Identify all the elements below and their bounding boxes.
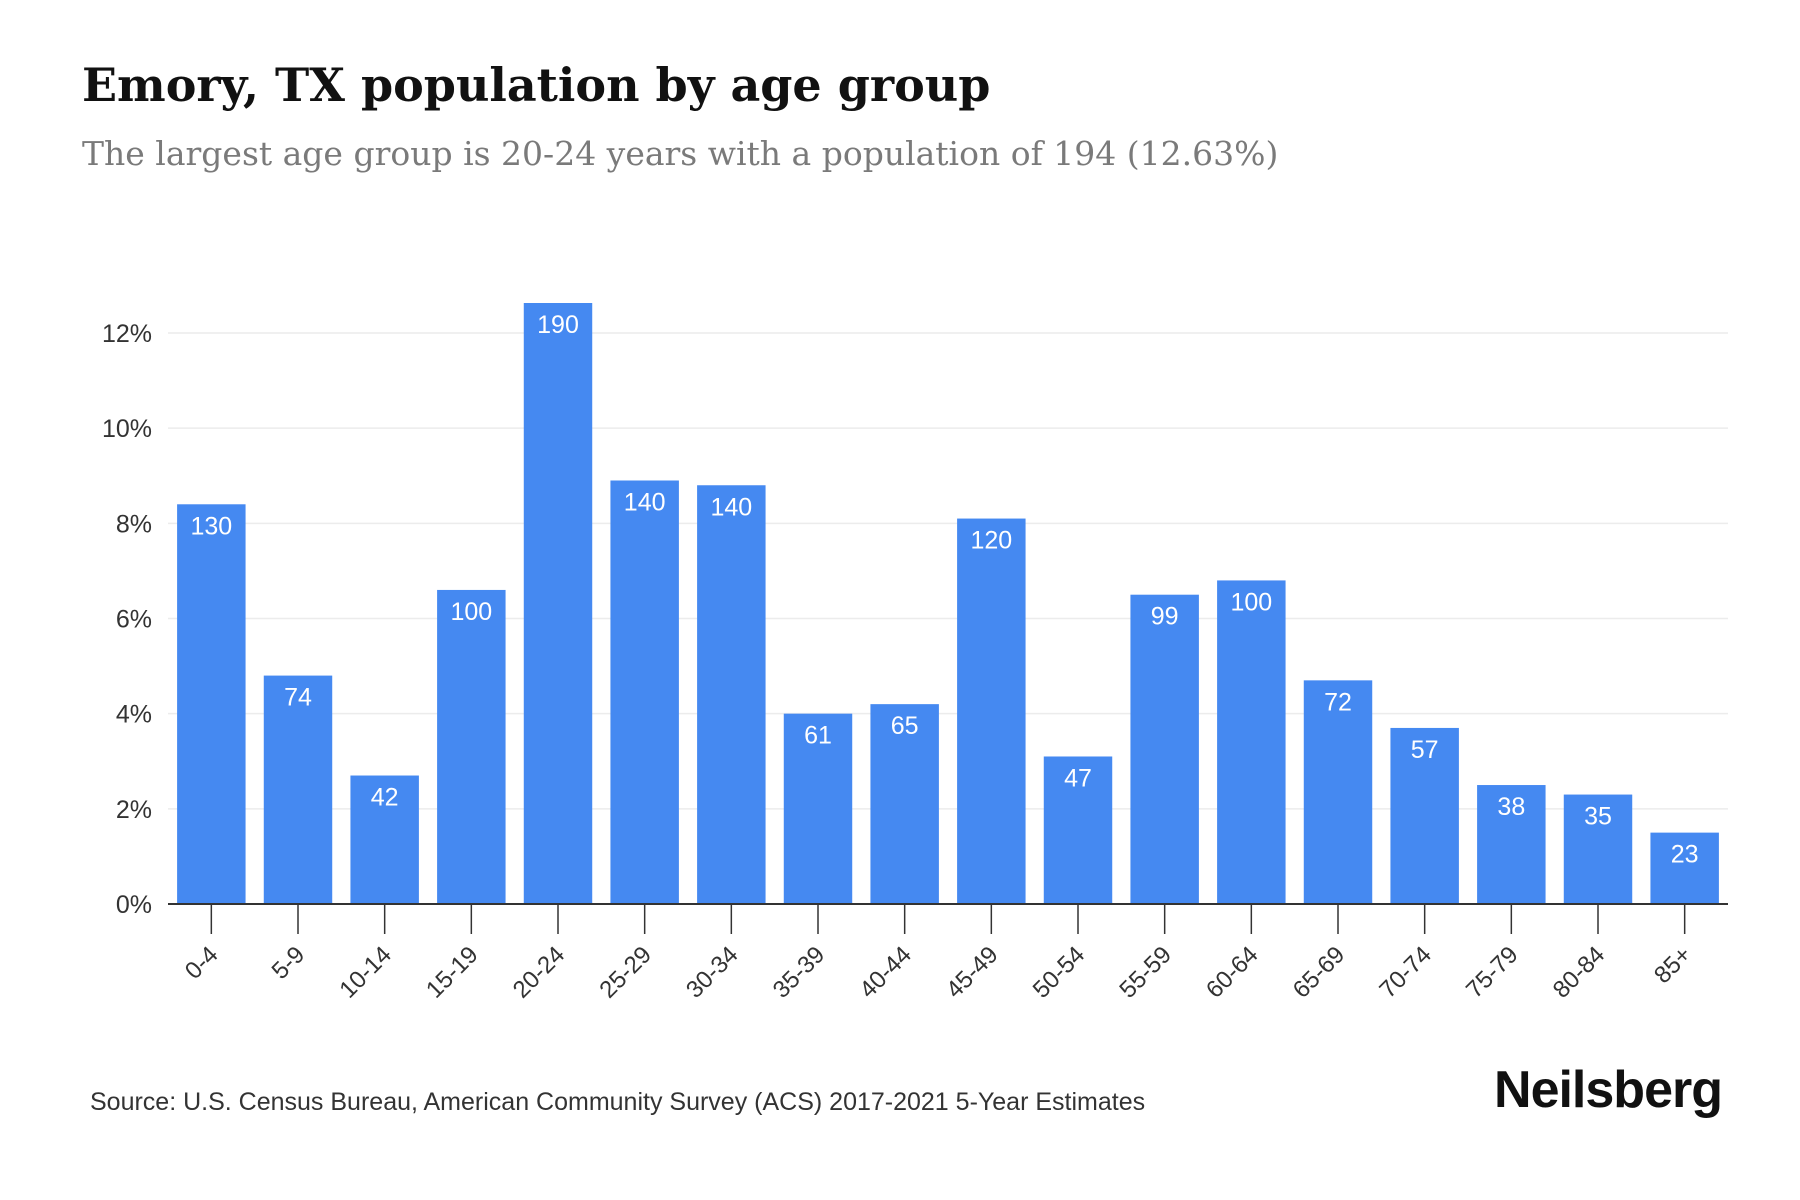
x-tick-label: 80-84 — [1548, 941, 1611, 1004]
x-tick-label: 75-79 — [1461, 941, 1524, 1004]
bar-value-label: 100 — [1230, 588, 1272, 616]
x-tick-label: 85+ — [1649, 941, 1697, 989]
bar — [523, 303, 593, 904]
y-tick-label: 10% — [102, 415, 152, 443]
y-tick-label: 8% — [116, 510, 152, 538]
bar — [1130, 594, 1199, 904]
bar — [783, 713, 853, 904]
bar — [1303, 680, 1373, 904]
source-note: Source: U.S. Census Bureau, American Com… — [90, 1088, 1146, 1116]
bar-value-label: 35 — [1584, 803, 1612, 831]
bar-value-label: 72 — [1324, 688, 1352, 716]
x-tick-label: 50-54 — [1028, 941, 1091, 1004]
bar — [1563, 794, 1633, 904]
x-tick-label: 5-9 — [267, 941, 311, 985]
chart-title: Emory, TX population by age group — [82, 58, 991, 112]
bar-value-label: 140 — [624, 488, 666, 516]
bar — [263, 675, 333, 904]
bar — [1043, 756, 1113, 904]
x-tick-label: 70-74 — [1374, 941, 1437, 1004]
x-tick-label: 0-4 — [180, 941, 224, 985]
bar — [1217, 580, 1286, 904]
bar-value-label: 100 — [450, 598, 492, 626]
x-tick-label: 15-19 — [421, 941, 484, 1004]
brand-logo: Neilsberg — [1494, 1061, 1723, 1119]
x-tick-label: 40-44 — [854, 941, 917, 1004]
bar — [437, 589, 506, 904]
bar-value-label: 130 — [190, 512, 232, 540]
x-tick-label: 65-69 — [1288, 941, 1351, 1004]
chart-subtitle: The largest age group is 20-24 years wit… — [82, 134, 1279, 173]
x-tick-label: 55-59 — [1114, 941, 1177, 1004]
bar-value-label: 190 — [537, 311, 579, 339]
bar-value-label: 74 — [284, 684, 312, 712]
x-tick-label: 25-29 — [594, 941, 657, 1004]
bar — [610, 480, 679, 904]
bar — [1477, 785, 1546, 904]
x-tick-label: 20-24 — [508, 941, 571, 1004]
y-tick-label: 12% — [102, 320, 152, 348]
x-tick-label: 35-39 — [768, 941, 831, 1004]
bar — [957, 518, 1026, 904]
bars — [177, 303, 1719, 904]
bar — [177, 504, 246, 904]
bar — [1650, 832, 1719, 904]
bar — [697, 485, 766, 904]
y-tick-label: 6% — [116, 605, 152, 633]
bar-value-label: 42 — [371, 784, 399, 812]
bar-value-label: 23 — [1671, 841, 1699, 869]
y-tick-label: 4% — [116, 701, 152, 729]
x-tick-label: 60-64 — [1201, 941, 1264, 1004]
bar-value-label: 120 — [970, 527, 1012, 555]
bar-value-label: 99 — [1151, 603, 1179, 631]
y-tick-label: 2% — [116, 796, 152, 824]
bar-value-label: 140 — [710, 493, 752, 521]
x-tick-label: 10-14 — [334, 941, 397, 1004]
y-tick-label: 0% — [116, 891, 152, 919]
y-axis-ticks: 0% 2% 4% 6% 8% 10% 12% — [102, 320, 152, 919]
bar-value-label: 61 — [804, 722, 832, 750]
bar-value-label: 47 — [1064, 764, 1092, 792]
bar — [1390, 727, 1459, 904]
bar-value-label: 57 — [1411, 736, 1439, 764]
bar — [870, 704, 939, 904]
bar-labels: 130 74 42 100 190 140 140 61 65 120 47 99 100 72 57 38 3… — [190, 311, 1698, 869]
x-tick-label: 30-34 — [681, 941, 744, 1004]
bar-value-label: 65 — [891, 712, 919, 740]
gridlines — [168, 332, 1728, 810]
bar — [350, 775, 419, 904]
bar-value-label: 38 — [1497, 793, 1525, 821]
x-axis: 0-4 5-9 10-14 15-19 20-24 25-29 30-34 35-39 40-4… — [168, 903, 1728, 1004]
x-tick-label: 45-49 — [941, 941, 1004, 1004]
